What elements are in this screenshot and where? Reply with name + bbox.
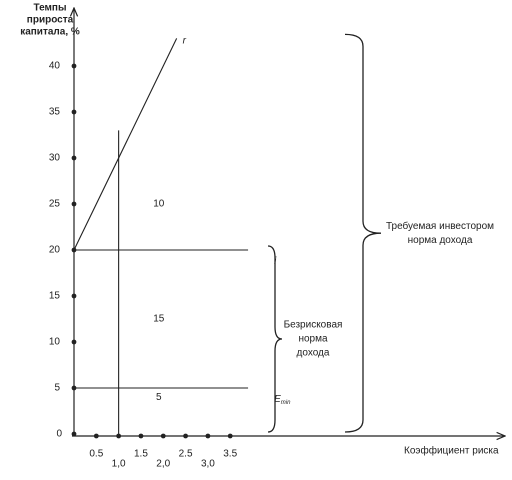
y-tick-dot (71, 155, 77, 161)
y-tick-dot (71, 63, 77, 69)
x-tick-label: 0.5 (89, 449, 103, 460)
y-tick-dot (71, 339, 77, 345)
y-tick-label: 35 (49, 107, 61, 118)
y-tick-label: 5 (54, 383, 60, 394)
brace-label: Безрисковая (284, 320, 343, 331)
x-tick-label: 2.5 (179, 449, 193, 460)
x-axis-label: Коэффициент риска (404, 445, 499, 457)
x-tick-dot (138, 433, 144, 439)
x-tick-dot (160, 433, 166, 439)
brace (267, 245, 283, 433)
x-tick-dot (205, 433, 211, 439)
brace-label: норма (298, 334, 328, 345)
y-tick-label: 15 (49, 291, 61, 302)
x-tick-dot (93, 433, 99, 439)
y-tick-label: 20 (49, 245, 61, 256)
x-tick-label: 1.5 (134, 449, 148, 460)
y-axis-label: капитала, % (20, 27, 80, 38)
series-label: Emin (274, 394, 291, 406)
annotation: 15 (153, 314, 165, 325)
y-tick-label: 0 (56, 429, 62, 440)
y-tick-label: 25 (49, 199, 61, 210)
annotation: 10 (153, 199, 165, 210)
y-axis-label: Темпы (33, 3, 66, 14)
x-tick-dot (183, 433, 188, 439)
x-tick-label: 3.5 (223, 449, 237, 460)
y-tick-dot (71, 293, 77, 299)
y-tick-label: 30 (49, 153, 61, 164)
x-tick-dot (116, 433, 122, 439)
y-tick-dot (71, 201, 77, 207)
x-tick-label: 2,0 (156, 459, 170, 470)
brace-label: дохода (297, 348, 330, 359)
series-line (73, 38, 178, 251)
x-tick-label: 1,0 (112, 459, 126, 470)
y-tick-label: 10 (49, 337, 61, 348)
brace (344, 33, 382, 433)
y-tick-dot (71, 109, 77, 115)
x-tick-dot (227, 433, 233, 439)
brace-label: Требуемая инвестором (386, 220, 494, 232)
series-name: r (183, 35, 187, 46)
brace-label: норма дохода (408, 235, 473, 246)
x-tick-label: 3,0 (201, 459, 215, 470)
series-name: E (274, 394, 281, 405)
annotation: 5 (156, 392, 162, 403)
y-axis-label: прироста (27, 15, 74, 26)
y-tick-label: 40 (49, 61, 61, 72)
series-name-sub: min (281, 400, 291, 406)
y-tick-dot (71, 431, 77, 437)
series-label: r (183, 35, 187, 46)
